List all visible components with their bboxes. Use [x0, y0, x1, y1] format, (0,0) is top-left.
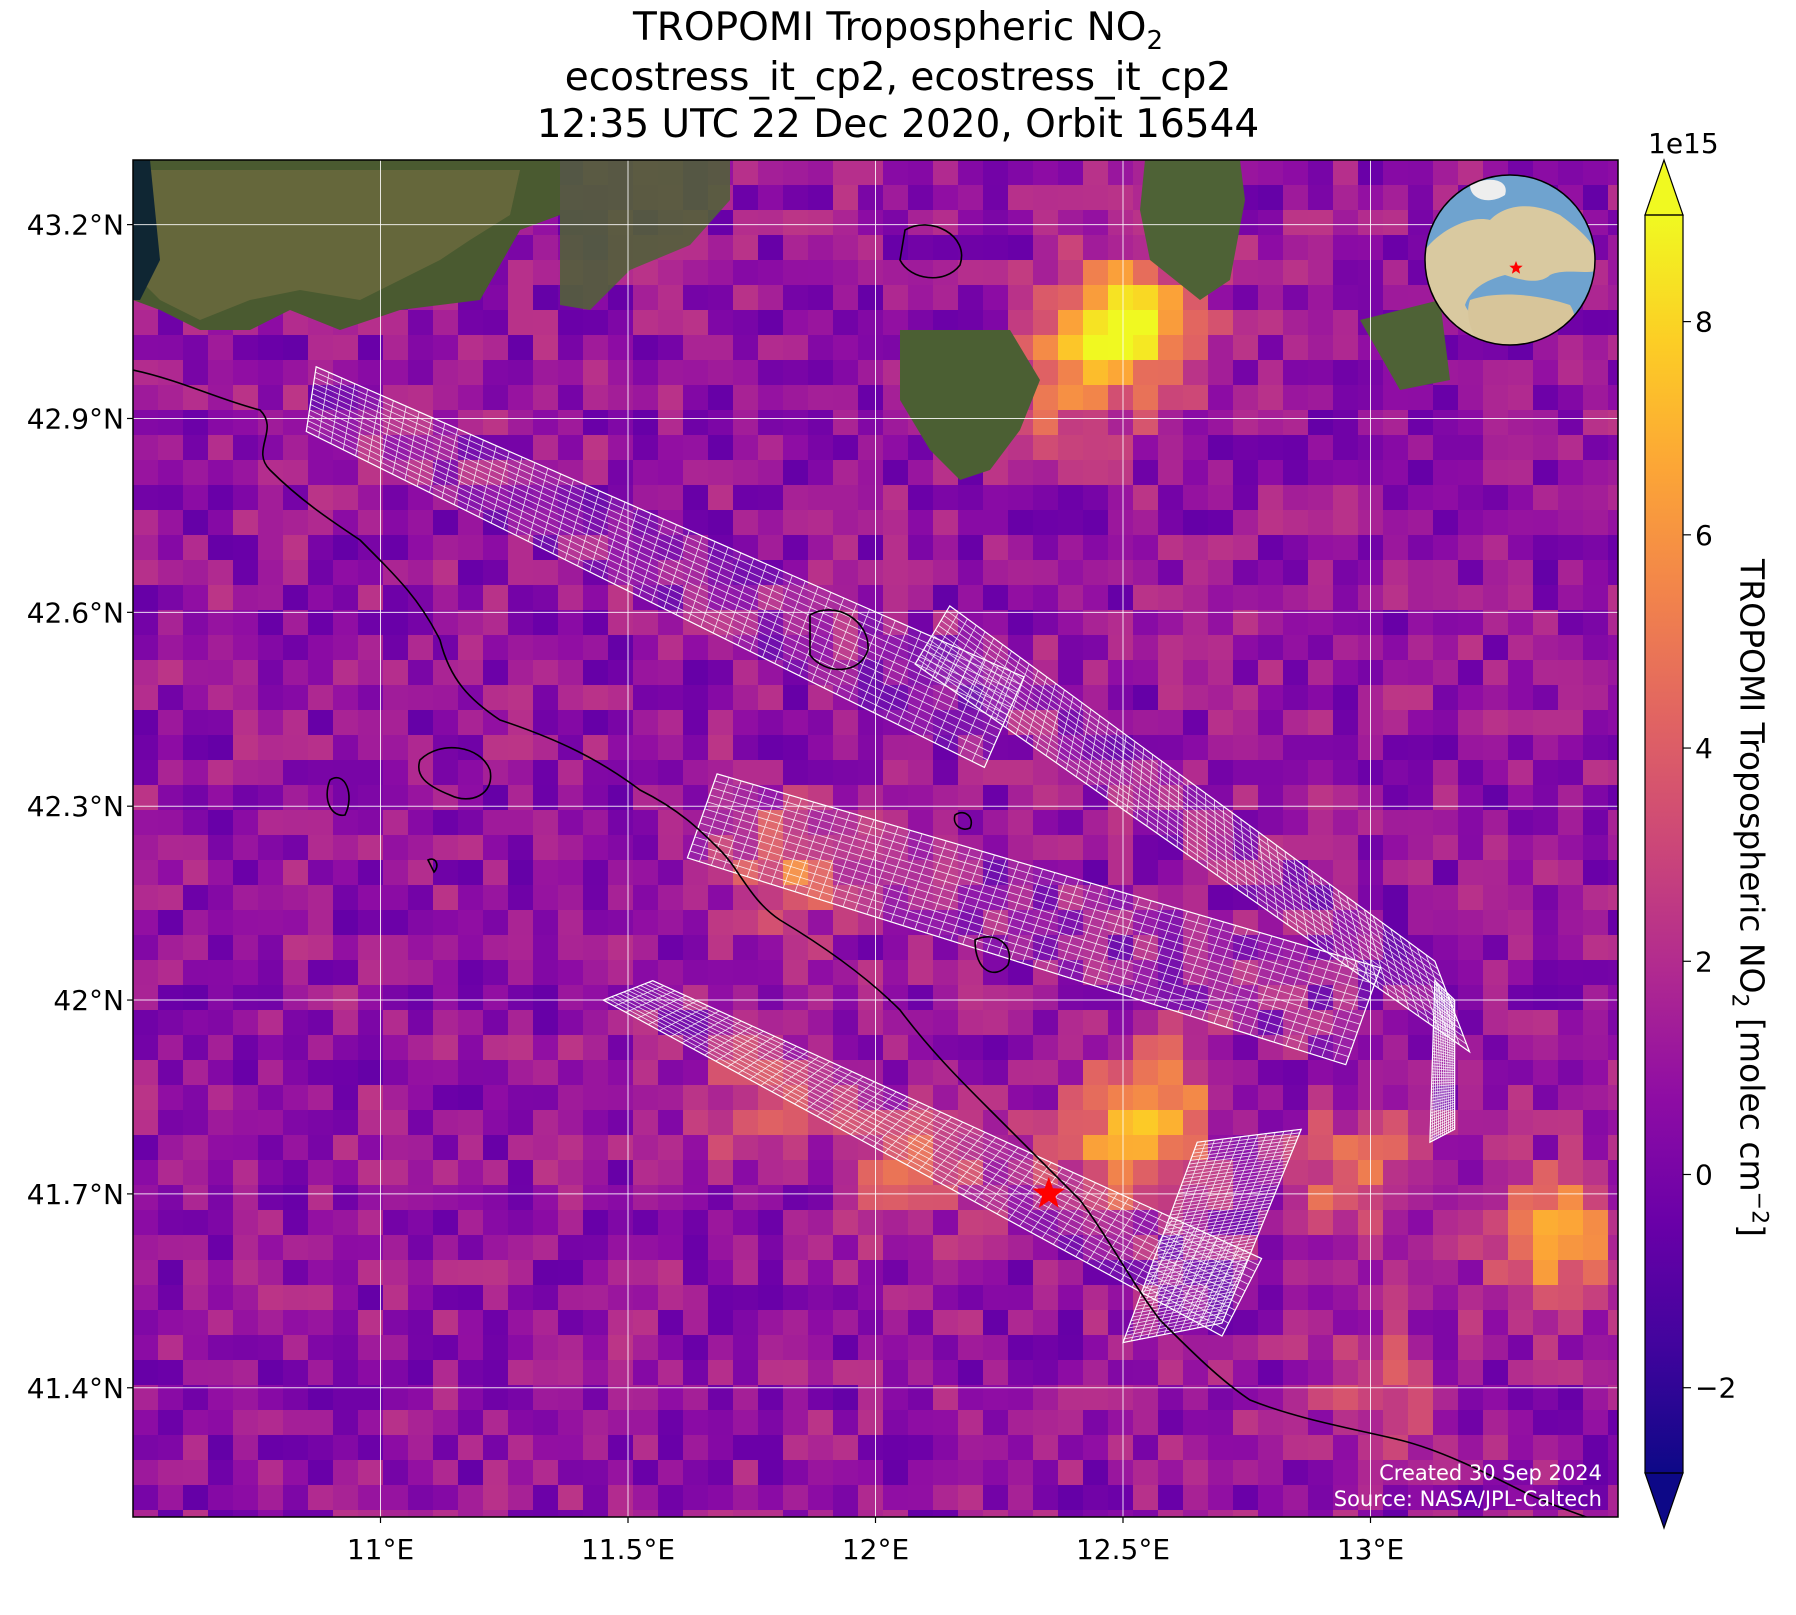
title-line-3: 12:35 UTC 22 Dec 2020, Orbit 16544	[536, 102, 1260, 147]
lat-tick-label: 42.6°N	[27, 596, 124, 629]
ecostress-swath-2	[914, 604, 1471, 1054]
colorbar: −2 0 2 4 6 8 1e15	[1644, 127, 1736, 1530]
lon-tick-label: 12.5°E	[1076, 1533, 1170, 1566]
lon-tick-label: 11°E	[347, 1533, 414, 1566]
colorbar-tick-label: 8	[1695, 306, 1713, 339]
lat-tick-label: 41.4°N	[27, 1372, 124, 1405]
colorbar-tick-label: −2	[1695, 1372, 1736, 1405]
lon-tick-label: 12°E	[842, 1533, 909, 1566]
colorbar-extend-min	[1644, 1472, 1684, 1530]
credit-created: Created 30 Sep 2024	[1379, 1461, 1602, 1485]
ecostress-swath-5	[1122, 1128, 1303, 1344]
lon-tick-label: 11.5°E	[581, 1533, 675, 1566]
title-line-1: TROPOMI Tropospheric NO2	[632, 5, 1164, 56]
colorbar-tick-label: 0	[1695, 1158, 1713, 1191]
colorbar-label: TROPOMI Tropospheric NO2 [molec cm−2]	[1726, 559, 1772, 1237]
colorbar-scale-label: 1e15	[1648, 127, 1719, 160]
land-imagery	[133, 160, 1450, 480]
lat-tick-label: 42.9°N	[27, 402, 124, 435]
locator-globe	[1424, 174, 1596, 346]
ecostress-swaths	[305, 365, 1471, 1344]
colorbar-extend-max	[1644, 158, 1684, 216]
latitude-tick-labels: 43.2°N 42.9°N 42.6°N 42.3°N 42°N 41.7°N 41.4°N	[27, 209, 133, 1405]
longitude-tick-labels: 11°E 11.5°E 12°E 12.5°E 13°E	[347, 1517, 1404, 1566]
colorbar-tick-label: 2	[1695, 945, 1713, 978]
colorbar-tick-label: 6	[1695, 519, 1713, 552]
credit-source: Source: NASA/JPL-Caltech	[1334, 1487, 1602, 1511]
site-star-icon	[1032, 1176, 1065, 1208]
colorbar-ticks: −2 0 2 4 6 8	[1683, 306, 1736, 1405]
title-line-2: ecostress_it_cp2, ecostress_it_cp2	[564, 55, 1232, 100]
lat-tick-label: 41.7°N	[27, 1178, 124, 1211]
lat-tick-label: 42.3°N	[27, 790, 124, 823]
coastline	[133, 224, 1589, 1517]
map-panel	[133, 160, 1618, 1517]
ecostress-swath-1	[305, 365, 1025, 769]
ecostress-swath-6	[1429, 979, 1456, 1144]
lat-tick-label: 43.2°N	[27, 209, 124, 242]
lat-tick-label: 42°N	[53, 984, 124, 1017]
lon-tick-label: 13°E	[1337, 1533, 1404, 1566]
colorbar-gradient	[1645, 215, 1683, 1473]
colorbar-tick-label: 4	[1695, 732, 1713, 765]
site-marker-star	[1032, 1176, 1065, 1208]
ecostress-swath-3	[686, 773, 1382, 1066]
